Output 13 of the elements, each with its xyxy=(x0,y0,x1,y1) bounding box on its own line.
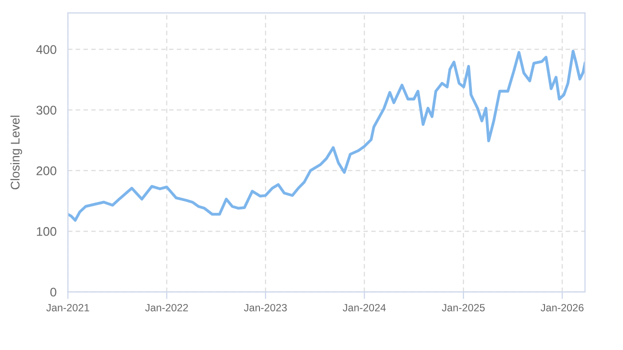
x-tick-label: Jan-2021 xyxy=(46,304,90,312)
y-tick-label: 200 xyxy=(36,166,56,176)
y-tick-label: 400 xyxy=(36,45,56,54)
x-tick-label: Jan-2024 xyxy=(342,304,386,312)
x-tick-label: Jan-2023 xyxy=(244,304,287,312)
y-tick-label: 300 xyxy=(36,106,56,115)
y-tick-label: 100 xyxy=(36,227,56,236)
y-axis-title: Closing Level xyxy=(10,116,22,190)
x-tick-label: Jan-2026 xyxy=(540,304,584,312)
x-tick-label: Jan-2025 xyxy=(442,304,485,312)
y-tick-label: 0 xyxy=(50,288,56,297)
line-series xyxy=(68,50,585,222)
x-tick-label: Jan-2022 xyxy=(145,304,188,312)
